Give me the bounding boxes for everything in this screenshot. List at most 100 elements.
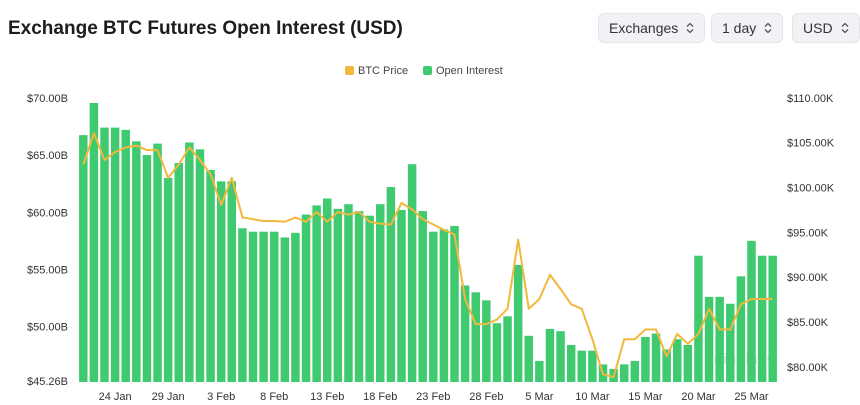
y-tick-label: $70.00B	[27, 93, 68, 105]
bar	[673, 339, 682, 382]
bar	[683, 344, 693, 382]
chevron-icon	[764, 22, 772, 34]
bar	[619, 364, 629, 382]
bar	[142, 155, 152, 382]
bar	[195, 149, 205, 382]
bar	[376, 204, 385, 382]
bar	[460, 285, 470, 382]
x-tick-label: 18 Feb	[363, 391, 397, 403]
bar	[153, 143, 162, 382]
bar	[524, 335, 533, 382]
y-tick-label: $45.26B	[27, 376, 68, 388]
x-tick-label: 10 Mar	[575, 391, 610, 403]
bar	[110, 127, 120, 382]
bar	[439, 229, 449, 382]
x-tick-label: 28 Feb	[469, 391, 503, 403]
bar	[588, 350, 597, 382]
bar	[566, 344, 576, 382]
bar	[471, 292, 480, 382]
bar	[535, 360, 544, 382]
bar	[397, 209, 406, 382]
bar	[492, 323, 502, 382]
bar	[132, 141, 141, 382]
bar	[291, 232, 300, 382]
bar	[513, 264, 523, 382]
x-tick-label: 24 Jan	[99, 391, 132, 403]
y2-tick-label: $95.00K	[787, 227, 829, 239]
y2-tick-label: $80.00K	[787, 362, 829, 374]
dropdown-label: 1 day	[722, 20, 757, 36]
bar	[344, 204, 353, 382]
bar	[577, 350, 587, 382]
bar	[482, 300, 491, 382]
bar	[174, 163, 183, 382]
y2-tick-label: $110.00K	[787, 93, 834, 105]
bar	[545, 328, 555, 382]
y2-tick-label: $105.00K	[787, 138, 835, 150]
bar	[216, 181, 226, 382]
bar	[333, 208, 343, 382]
y-tick-label: $55.00B	[27, 264, 68, 276]
bar	[768, 255, 777, 382]
bar	[556, 331, 565, 382]
legend-swatch	[345, 66, 354, 75]
dropdown-label: Exchanges	[609, 20, 679, 36]
x-tick-label: 15 Mar	[628, 391, 663, 403]
bar	[79, 135, 88, 382]
bar	[704, 296, 714, 382]
x-tick-label: 8 Feb	[260, 391, 288, 403]
bar	[100, 127, 109, 382]
bar	[715, 296, 724, 382]
bar	[121, 129, 130, 382]
y2-tick-label: $90.00K	[787, 272, 829, 284]
bar	[312, 205, 321, 382]
bar	[227, 181, 237, 382]
bar	[323, 198, 332, 382]
bar	[662, 349, 671, 382]
y-tick-label: $60.00B	[27, 207, 68, 219]
bar	[736, 276, 746, 382]
x-tick-label: 25 Mar	[734, 391, 769, 403]
y-tick-label: $65.00B	[27, 150, 68, 162]
bar	[185, 142, 194, 382]
dropdown-label: USD	[803, 20, 833, 36]
x-tick-label: 3 Feb	[207, 391, 235, 403]
bar	[238, 228, 247, 382]
x-tick-label: 5 Mar	[525, 391, 553, 403]
bar	[429, 231, 438, 382]
bar	[354, 211, 364, 382]
bar	[89, 103, 99, 383]
chevron-icon	[686, 22, 694, 34]
legend-label: Open Interest	[436, 65, 503, 77]
x-tick-label: 13 Feb	[310, 391, 344, 403]
bar	[163, 177, 173, 382]
bar	[259, 231, 268, 382]
bar	[386, 187, 396, 382]
bar	[269, 231, 279, 382]
x-tick-label: 29 Jan	[152, 391, 185, 403]
bar	[757, 255, 767, 382]
chart: coinglass$45.26B$50.00B$55.00B$60.00B$65…	[27, 65, 835, 403]
price-line	[82, 132, 773, 378]
bar	[726, 303, 735, 382]
bar	[280, 237, 290, 382]
exchange-dropdown[interactable]: Exchanges	[598, 13, 706, 43]
page-title: Exchange BTC Futures Open Interest (USD)	[8, 18, 403, 39]
bar	[248, 231, 258, 382]
y2-tick-label: $100.00K	[787, 183, 835, 195]
y-tick-label: $50.00B	[27, 322, 68, 334]
bar	[630, 360, 640, 382]
bar	[206, 169, 215, 382]
legend-label: BTC Price	[358, 65, 408, 77]
bar	[407, 164, 417, 382]
legend-swatch	[423, 66, 432, 75]
interval-dropdown[interactable]: 1 day	[711, 13, 784, 43]
bar	[694, 255, 703, 382]
bar	[365, 215, 374, 382]
bar	[450, 225, 459, 382]
currency-dropdown[interactable]: USD	[792, 13, 860, 43]
x-tick-label: 20 Mar	[681, 391, 716, 403]
bar	[651, 333, 661, 382]
bar	[503, 316, 512, 382]
